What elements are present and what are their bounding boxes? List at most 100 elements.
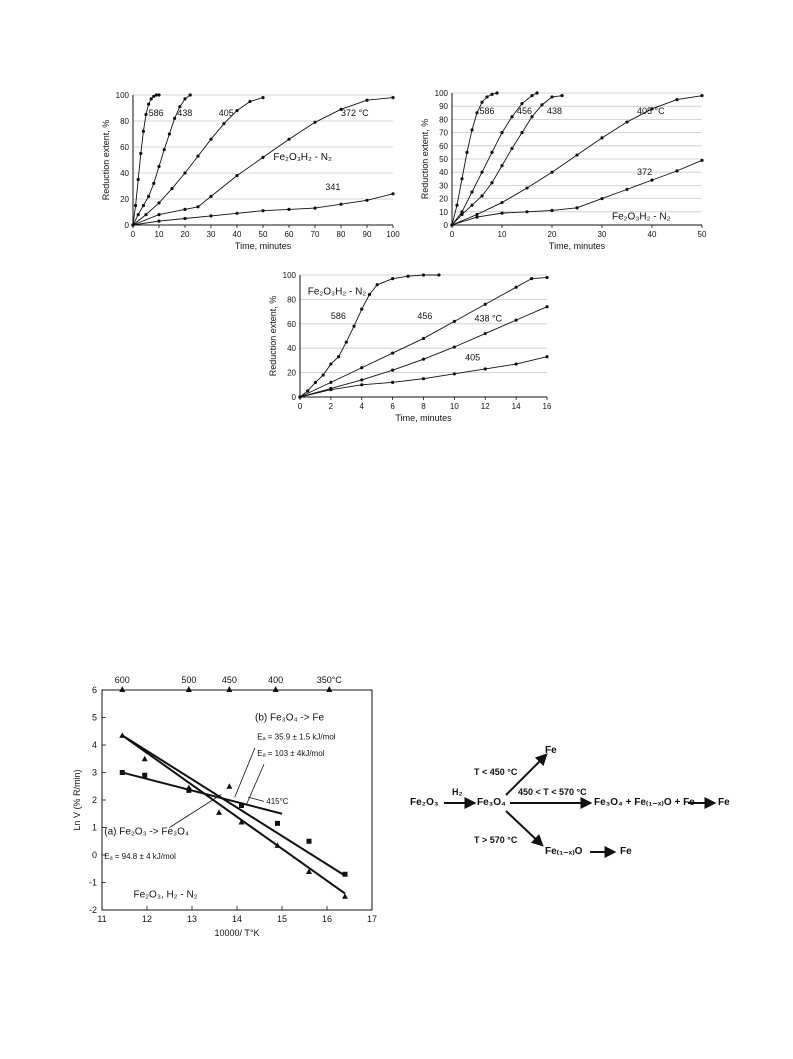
data-point: [625, 120, 629, 124]
data-point: [550, 208, 554, 213]
top-axis-marker: [226, 686, 233, 692]
data-point: [490, 92, 494, 96]
scheme-fe3o4: Fe₃O₄: [477, 797, 506, 808]
data-point: [147, 194, 151, 198]
data-point: [391, 368, 395, 372]
top-axis-marker: [119, 686, 126, 692]
x-tick-label: 10: [155, 230, 164, 239]
data-point: [460, 177, 464, 181]
data-point: [406, 274, 410, 278]
data-point: [365, 98, 369, 102]
triangle-marker: [342, 893, 348, 899]
y-tick-label: 100: [435, 89, 449, 98]
data-point: [460, 210, 464, 214]
triangle-marker: [141, 755, 148, 762]
data-point: [483, 302, 487, 306]
data-point: [500, 211, 504, 215]
scheme-arrows: [444, 753, 717, 858]
annotation-ea-1: Eₐ = 35.9 ± 1.5 kJ/mol: [257, 733, 336, 742]
chart-reduction-100min: 0 20 40 60 80 100 0 10 20 30 40 50 60 70 80 90 100 Time, …: [95, 85, 405, 260]
triangle-marker: [238, 819, 245, 825]
x-tick-label: 30: [207, 230, 216, 239]
y-tick-label: 0: [444, 221, 449, 230]
x-axis-label: Time, minutes: [235, 241, 292, 251]
square-marker: [275, 820, 280, 826]
pointer-a: [169, 794, 222, 828]
data-point: [136, 177, 140, 182]
y-axis-label: Reduction extent, %: [420, 119, 430, 200]
series-label: 586: [331, 311, 346, 321]
data-point: [391, 192, 395, 196]
x-tick-label: 17: [367, 914, 377, 924]
arrow-to-fe1xo: [505, 810, 544, 847]
x-tick-label: 90: [363, 230, 372, 239]
data-point: [675, 169, 679, 173]
data-point: [360, 307, 364, 311]
x-tick-label: 13: [187, 914, 197, 924]
data-point: [248, 99, 252, 104]
x-tick-label: 10: [498, 230, 507, 239]
chart-svg: 0 10 20 30 40 50 60 70 80 90 100 0 10 20 30 40 50 Time, m…: [420, 89, 707, 251]
series-label: 438: [547, 106, 562, 116]
x-tick-label: 80: [337, 230, 346, 239]
reduction-scheme: Fe₂O₃ H₂ Fe₃O₄ Fe T < 450 °C 450 < T < 5…: [410, 745, 740, 865]
data-point: [545, 275, 549, 280]
x-tick-label: 60: [285, 230, 294, 239]
annotation-break-temp: 415°C: [266, 797, 289, 806]
data-point: [235, 174, 239, 178]
x-tick-label: 20: [181, 230, 190, 239]
scheme-cond-low: T < 450 °C: [474, 767, 518, 777]
y-tick-label: 80: [287, 295, 296, 304]
data-point: [162, 148, 166, 152]
x-tick-label: 16: [543, 402, 552, 411]
data-point: [329, 388, 333, 392]
plot-frame: [101, 689, 373, 911]
data-point: [475, 215, 479, 219]
top-axis-label: 600: [115, 675, 130, 685]
x-tick-label: 50: [259, 230, 268, 239]
data-point: [675, 98, 679, 102]
y-tick-label: 70: [439, 129, 448, 138]
data-point: [313, 120, 317, 124]
top-axis-label: 400: [268, 675, 283, 685]
data-point: [490, 181, 494, 185]
data-point: [261, 96, 265, 100]
data-point: [352, 324, 356, 328]
data-point: [495, 91, 499, 95]
y-tick-label: 2: [92, 795, 97, 805]
x-tick-label: 16: [322, 914, 332, 924]
y-tick-label: 40: [120, 169, 129, 178]
data-point: [209, 137, 213, 141]
data-point: [367, 292, 372, 297]
data-point: [170, 187, 174, 191]
x-tick-label: 0: [450, 230, 455, 239]
data-point: [336, 355, 341, 359]
triangle-marker: [274, 842, 281, 848]
data-point: [157, 164, 161, 169]
y-tick-label: 50: [439, 155, 448, 164]
fit-line: [121, 734, 346, 877]
pointer-ea-1: [234, 747, 256, 798]
square-marker: [186, 787, 192, 793]
y-tick-label: 0: [125, 221, 130, 230]
y-tick-label: 40: [287, 344, 296, 353]
data-point: [560, 94, 564, 98]
data-point: [421, 336, 426, 341]
data-point: [475, 111, 479, 115]
data-point: [545, 305, 549, 309]
x-tick-label: 0: [298, 402, 303, 411]
series-label: 438 °C: [474, 313, 502, 323]
top-axis-marker: [185, 686, 192, 692]
y-tick-label: 3: [92, 768, 97, 778]
annotation-ea-a: Eₐ = 94.8 ± 4 kJ/mol: [104, 852, 176, 861]
data-point: [173, 116, 177, 120]
scheme-fe-bottom: Fe: [620, 846, 632, 857]
x-tick-label: 40: [233, 230, 242, 239]
data-point: [183, 216, 187, 221]
data-point: [196, 205, 200, 209]
chart-svg: 0 20 40 60 80 100 0 10 20 30 40 50 60 70 80 90 100 Time, …: [101, 91, 400, 251]
data-point: [550, 95, 554, 99]
data-point: [550, 170, 554, 174]
data-point: [131, 223, 135, 227]
series-label: 586: [149, 108, 164, 118]
